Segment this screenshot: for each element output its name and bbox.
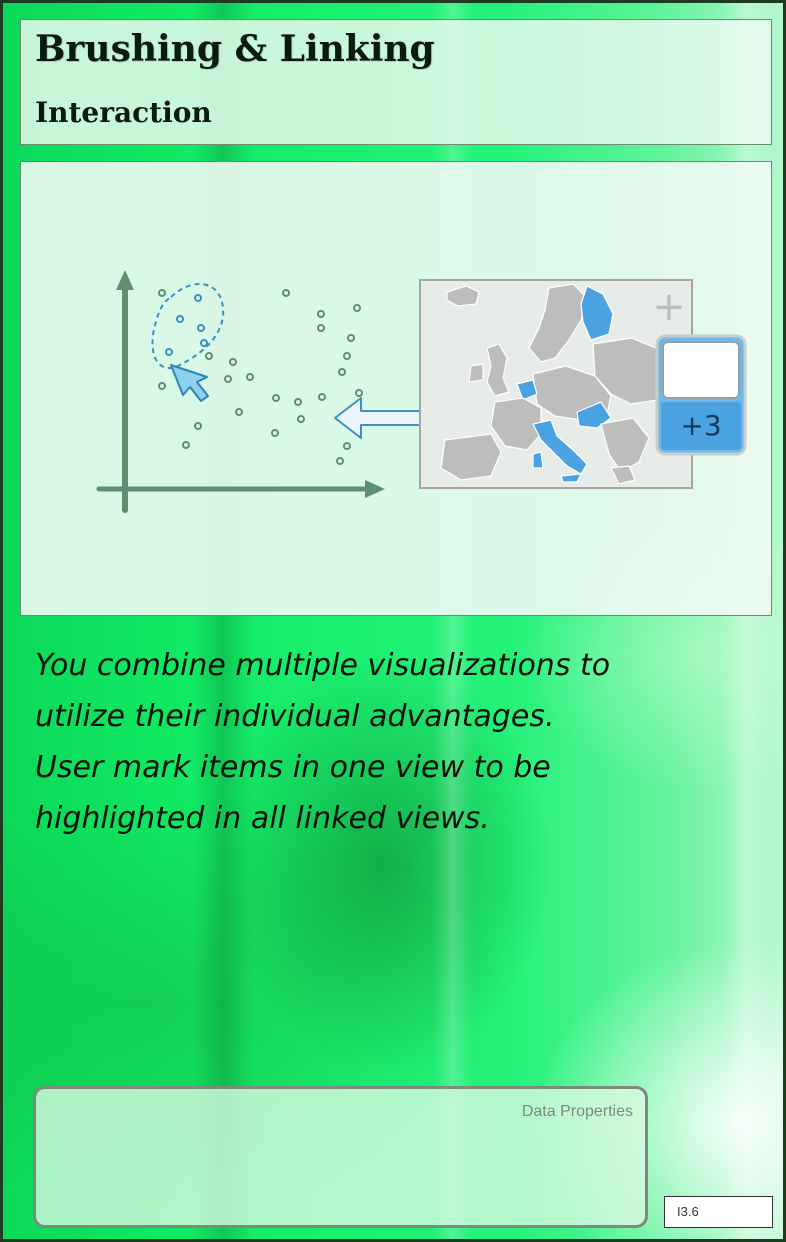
description-line: utilize their individual advantages. (35, 699, 555, 734)
scatter-plot-axes (96, 270, 385, 513)
card-code: I3.6 (664, 1196, 773, 1228)
description-line: User mark items in one view to be (35, 750, 551, 785)
map-move-symbol: + (652, 284, 686, 330)
card-title: Brushing & Linking (35, 28, 435, 70)
data-properties-label: Data Properties (521, 1103, 633, 1120)
card-category: Interaction (35, 96, 212, 129)
brush-selection-outline (151, 283, 225, 369)
europe-map (440, 283, 670, 485)
data-properties-box: Data Properties (33, 1086, 648, 1228)
description-line: You combine multiple visualizations to (35, 648, 611, 683)
illustration-panel: + +3 (20, 161, 772, 616)
description-line: highlighted in all linked views. (35, 801, 490, 836)
selection-count-label: +3 (680, 409, 721, 442)
title-box: Brushing & Linking Interaction (20, 19, 772, 145)
brushing-linking-illustration: + +3 (96, 270, 747, 513)
card-description: You combine multiple visualizations to u… (35, 640, 735, 844)
cursor-arrow-icon (170, 364, 209, 402)
selection-counter-widget (655, 334, 747, 456)
